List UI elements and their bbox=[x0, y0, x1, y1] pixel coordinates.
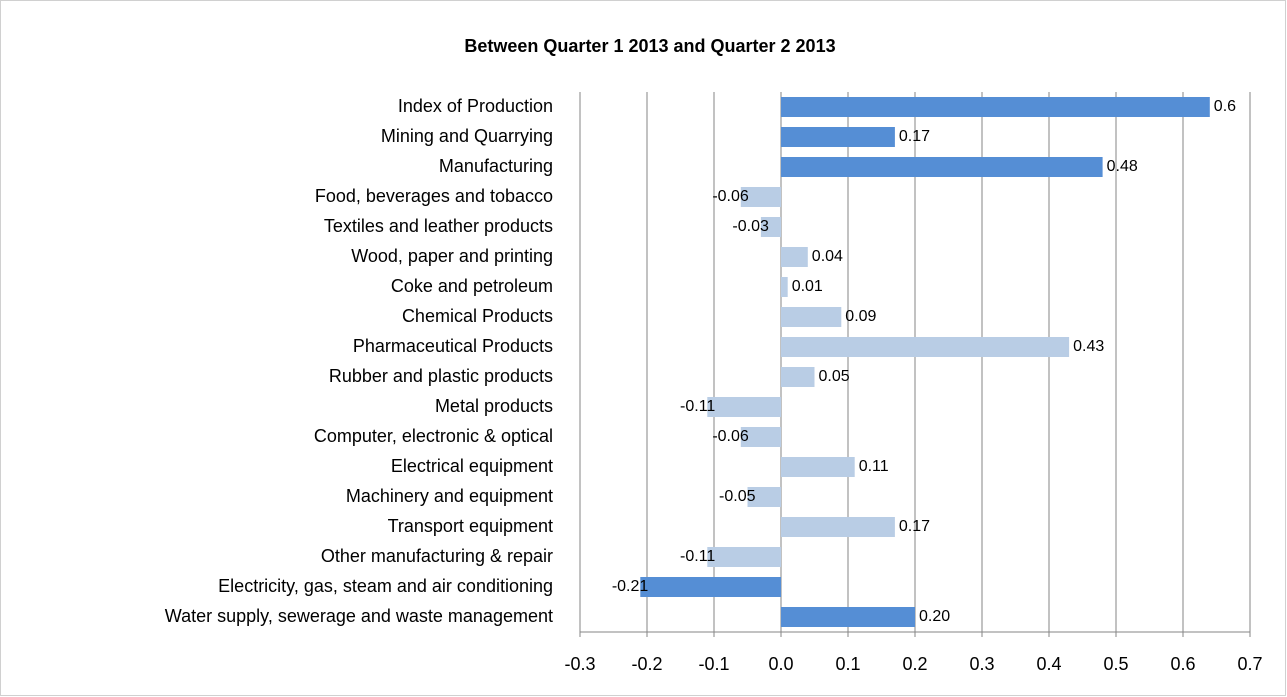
data-label: -0.06 bbox=[712, 188, 749, 205]
x-tick-label: 0.5 bbox=[1103, 654, 1128, 674]
bar bbox=[760, 217, 781, 237]
x-tick-label: 0.6 bbox=[1170, 654, 1195, 674]
y-tick-label: Metal products bbox=[435, 396, 553, 416]
bar bbox=[781, 367, 815, 387]
bar bbox=[781, 337, 1070, 357]
bar bbox=[781, 157, 1103, 177]
y-tick-label: Manufacturing bbox=[439, 156, 553, 176]
x-tick-label: 0.1 bbox=[835, 654, 860, 674]
data-label: 0.6 bbox=[1214, 98, 1236, 115]
bar bbox=[747, 487, 781, 507]
data-label: 0.17 bbox=[899, 518, 930, 535]
y-tick-label: Pharmaceutical Products bbox=[353, 336, 553, 356]
bar bbox=[707, 397, 781, 417]
y-tick-label: Water supply, sewerage and waste managem… bbox=[165, 606, 553, 626]
data-label: 0.04 bbox=[812, 248, 843, 265]
data-label: -0.06 bbox=[712, 428, 749, 445]
y-tick-label: Electricity, gas, steam and air conditio… bbox=[218, 576, 553, 596]
x-tick-label: 0.7 bbox=[1237, 654, 1262, 674]
bar bbox=[781, 247, 808, 267]
data-label: 0.43 bbox=[1073, 338, 1104, 355]
data-label: 0.09 bbox=[845, 308, 876, 325]
x-tick-label: 0.3 bbox=[969, 654, 994, 674]
data-label: -0.05 bbox=[719, 488, 756, 505]
y-tick-label: Computer, electronic & optical bbox=[314, 426, 553, 446]
x-tick-label: 0.2 bbox=[902, 654, 927, 674]
data-label: 0.48 bbox=[1107, 158, 1138, 175]
y-tick-label: Coke and petroleum bbox=[391, 276, 553, 296]
y-tick-label: Rubber and plastic products bbox=[329, 366, 553, 386]
data-label: -0.21 bbox=[612, 578, 649, 595]
y-tick-label: Machinery and equipment bbox=[346, 486, 553, 506]
y-tick-label: Textiles and leather products bbox=[324, 216, 553, 236]
bar bbox=[781, 127, 895, 147]
bar bbox=[781, 457, 855, 477]
data-label: 0.17 bbox=[899, 128, 930, 145]
x-tick-label: 0.4 bbox=[1036, 654, 1061, 674]
data-label: -0.11 bbox=[680, 398, 715, 415]
bar bbox=[781, 517, 895, 537]
data-label: 0.05 bbox=[819, 368, 850, 385]
bar bbox=[781, 607, 915, 627]
y-tick-label: Index of Production bbox=[398, 96, 553, 116]
bar bbox=[781, 307, 842, 327]
bar bbox=[781, 97, 1210, 117]
x-tick-label: -0.1 bbox=[698, 654, 729, 674]
data-label: -0.03 bbox=[732, 218, 769, 235]
bar bbox=[740, 187, 781, 207]
chart-title: Between Quarter 1 2013 and Quarter 2 201… bbox=[464, 36, 835, 56]
data-label: 0.01 bbox=[792, 278, 823, 295]
bar bbox=[781, 277, 788, 297]
bar bbox=[740, 427, 781, 447]
y-tick-label: Food, beverages and tobacco bbox=[315, 186, 553, 206]
y-tick-label: Other manufacturing & repair bbox=[321, 546, 553, 566]
x-tick-label: -0.2 bbox=[631, 654, 662, 674]
y-tick-label: Chemical Products bbox=[402, 306, 553, 326]
y-tick-label: Electrical equipment bbox=[391, 456, 553, 476]
x-tick-label: -0.3 bbox=[564, 654, 595, 674]
data-label: 0.20 bbox=[919, 608, 950, 625]
data-label: 0.11 bbox=[859, 458, 889, 475]
y-tick-label: Mining and Quarrying bbox=[381, 126, 553, 146]
y-tick-label: Transport equipment bbox=[388, 516, 553, 536]
x-tick-label: 0.0 bbox=[768, 654, 793, 674]
bar bbox=[707, 547, 781, 567]
data-label: -0.11 bbox=[680, 548, 715, 565]
y-tick-label: Wood, paper and printing bbox=[351, 246, 553, 266]
bar bbox=[640, 577, 781, 597]
